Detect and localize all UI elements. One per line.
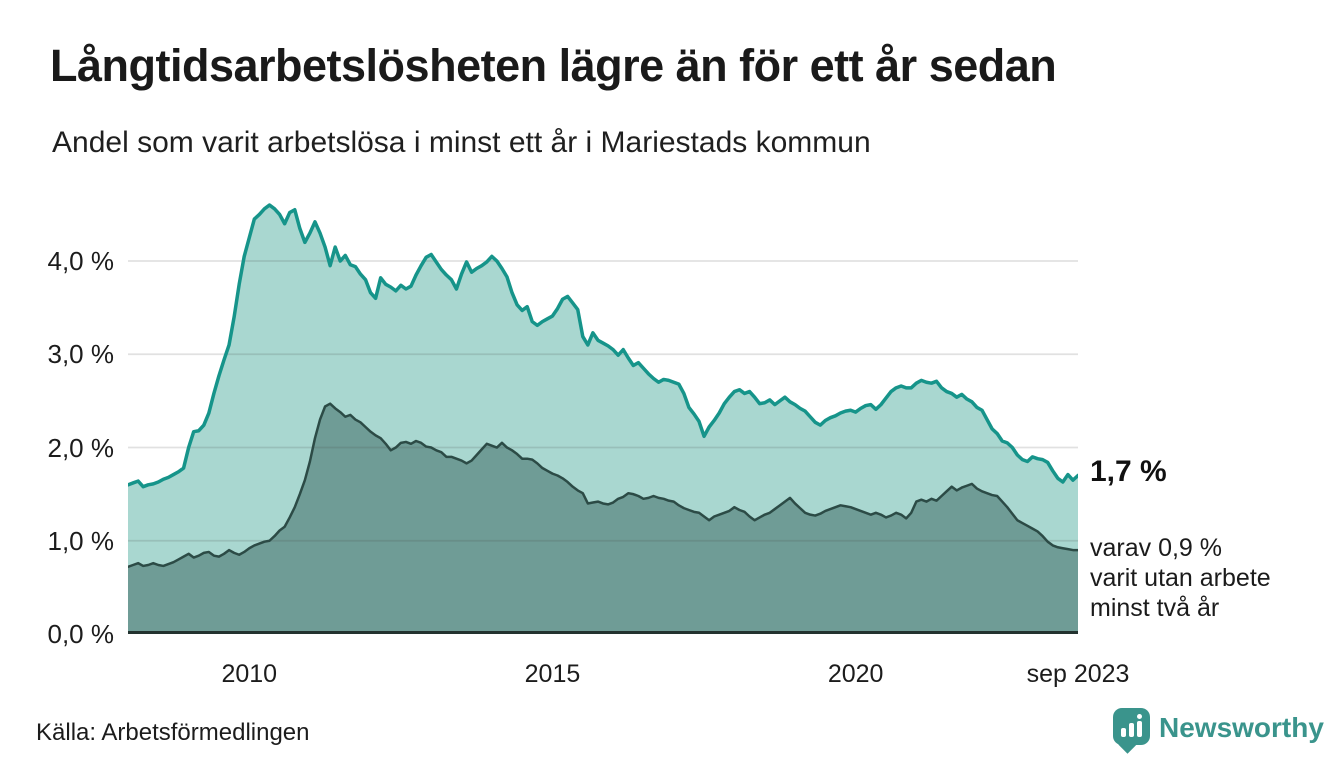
page-title: Långtidsarbetslösheten lägre än för ett … — [50, 40, 1057, 91]
gridlines — [128, 260, 1078, 542]
brand-name: Newsworthy — [1159, 712, 1324, 743]
source-note: Källa: Arbetsförmedlingen — [36, 719, 310, 746]
bar-chart-badge-icon — [1113, 708, 1151, 754]
x-axis-label: 2020 — [827, 660, 884, 688]
area-fill-two-years — [128, 403, 1078, 634]
series-line-one-year — [128, 203, 1078, 489]
x-axis-label: 2010 — [221, 660, 278, 688]
x-axis-label: sep 2023 — [1026, 660, 1130, 688]
y-axis-label: 1,0 % — [47, 525, 115, 556]
y-axis-label: 3,0 % — [47, 339, 115, 370]
page-subtitle: Andel som varit arbetslösa i minst ett å… — [52, 126, 871, 159]
latest-value-annotation: 1,7 % — [1090, 455, 1167, 488]
plot-svg — [128, 203, 1078, 634]
newsworthy-logo: Newsworthy — [1113, 708, 1324, 756]
x-axis-label: 2015 — [524, 660, 581, 688]
secondary-value-annotation: varav 0,9 % varit utan arbete minst två … — [1090, 534, 1271, 622]
area-chart — [128, 198, 1078, 634]
series-line-two-years — [128, 402, 1078, 569]
y-axis-label: 2,0 % — [47, 432, 115, 463]
y-axis-label: 4,0 % — [47, 246, 115, 277]
y-axis-label: 0,0 % — [47, 619, 115, 649]
